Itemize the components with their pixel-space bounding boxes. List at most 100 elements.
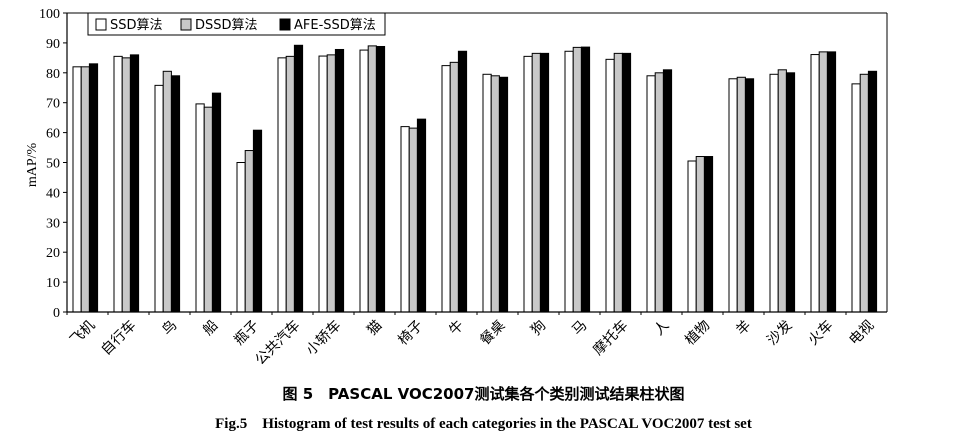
bar-3-1 [88, 63, 99, 313]
bar-3-17 [744, 78, 755, 313]
bar-1-6 [277, 57, 287, 313]
bar-2-7 [326, 54, 336, 313]
figure-caption-english: Fig.5 Histogram of test results of each … [215, 416, 752, 432]
category-label: 人 [651, 318, 672, 339]
category-label: 椅子 [395, 318, 426, 349]
y-tick-label: 0 [53, 306, 60, 321]
bar-1-13 [564, 50, 574, 313]
y-tick-label: 40 [46, 186, 60, 201]
category-label: 餐桌 [477, 318, 508, 349]
bar-1-17 [728, 78, 738, 313]
bar-3-7 [334, 48, 345, 313]
category-label: 船 [200, 318, 221, 339]
legend-swatch [180, 18, 192, 31]
bar-1-3 [154, 84, 164, 313]
bar-2-11 [490, 75, 500, 313]
bar-1-8 [359, 49, 369, 313]
category-label: 猫 [364, 318, 385, 339]
bar-3-19 [826, 51, 837, 313]
bar-3-11 [498, 76, 509, 313]
bar-2-18 [777, 69, 787, 313]
legend-label: AFE-SSD算法 [294, 18, 376, 33]
bar-2-10 [449, 61, 459, 313]
bar-2-16 [695, 156, 705, 313]
bar-2-14 [613, 52, 623, 313]
bar-3-2 [129, 54, 140, 313]
bar-1-16 [687, 160, 697, 313]
category-label: 沙发 [764, 318, 795, 349]
bar-2-5 [244, 150, 254, 313]
category-label: 羊 [733, 318, 754, 339]
y-tick-label: 90 [46, 37, 60, 52]
bars-layer [72, 44, 878, 313]
bar-2-17 [736, 76, 746, 313]
bar-2-1 [80, 66, 90, 313]
bar-2-3 [162, 70, 172, 313]
legend: SSD算法 DSSD算法 AFE-SSD算法 [87, 12, 386, 36]
bar-1-12 [523, 55, 533, 313]
legend-swatch [279, 18, 291, 31]
bar-3-5 [252, 129, 263, 313]
bar-2-15 [654, 72, 664, 313]
bar-1-11 [482, 73, 492, 313]
bar-3-9 [416, 118, 427, 313]
bar-1-10 [441, 65, 451, 313]
category-label: 小轿车 [303, 317, 345, 359]
category-label: 牛 [446, 318, 467, 339]
y-tick-label: 60 [46, 127, 60, 142]
bar-3-13 [580, 46, 591, 313]
bar-3-8 [375, 45, 386, 313]
bar-1-15 [646, 75, 656, 313]
bar-1-1 [72, 66, 82, 313]
bar-2-2 [121, 57, 131, 313]
bar-1-20 [851, 83, 861, 313]
category-label: 自行车 [98, 317, 140, 359]
legend-label: SSD算法 [110, 18, 163, 33]
bar-2-8 [367, 45, 377, 313]
category-label: 鸟 [159, 318, 180, 339]
category-label: 瓶子 [231, 318, 262, 349]
y-tick-label: 80 [46, 67, 60, 82]
bar-2-4 [203, 106, 213, 313]
bar-3-3 [170, 75, 181, 313]
category-label: 植物 [682, 318, 713, 349]
bar-3-15 [662, 69, 673, 313]
figure-caption-chinese: 图 5 PASCAL VOC2007测试集各个类别测试结果柱状图 [282, 385, 685, 403]
legend-swatch [95, 18, 107, 31]
y-tick-label: 50 [46, 157, 60, 172]
y-tick-label: 20 [46, 246, 60, 261]
bar-3-14 [621, 52, 632, 313]
bar-3-12 [539, 52, 550, 313]
category-label: 摩托车 [590, 317, 632, 359]
bar-2-20 [859, 73, 869, 313]
category-label: 电视 [846, 318, 877, 349]
category-label: 火车 [805, 317, 837, 349]
bar-2-6 [285, 55, 295, 313]
bar-chart: 0 10 20 30 40 50 60 70 80 90 100 飞机 自行车鸟船瓶子公共汽车 小轿车猫椅… [25, 7, 888, 369]
y-tick-label: 100 [39, 7, 60, 22]
bar-1-14 [605, 58, 615, 313]
y-tick-label: 10 [46, 276, 60, 291]
bar-1-9 [400, 126, 410, 313]
category-label: 马 [569, 318, 590, 339]
y-tick-label: 30 [46, 216, 60, 231]
y-tick-label: 70 [46, 97, 60, 112]
category-label: 飞机 [67, 318, 98, 349]
bar-1-19 [810, 54, 820, 313]
bar-1-7 [318, 55, 328, 313]
legend-label: DSSD算法 [195, 18, 258, 33]
bar-3-6 [293, 44, 304, 313]
bar-3-10 [457, 50, 468, 313]
category-label: 公共汽车 [252, 317, 304, 369]
bar-1-5 [236, 162, 246, 313]
legend-box [87, 12, 386, 36]
bar-2-12 [531, 52, 541, 313]
bar-3-4 [211, 92, 222, 313]
y-axis-label: mAP/% [25, 142, 40, 187]
bar-2-9 [408, 127, 418, 313]
bar-1-18 [769, 73, 779, 313]
bar-3-18 [785, 72, 796, 313]
bar-3-16 [703, 156, 714, 313]
category-label: 狗 [528, 318, 549, 339]
bar-2-13 [572, 46, 582, 313]
